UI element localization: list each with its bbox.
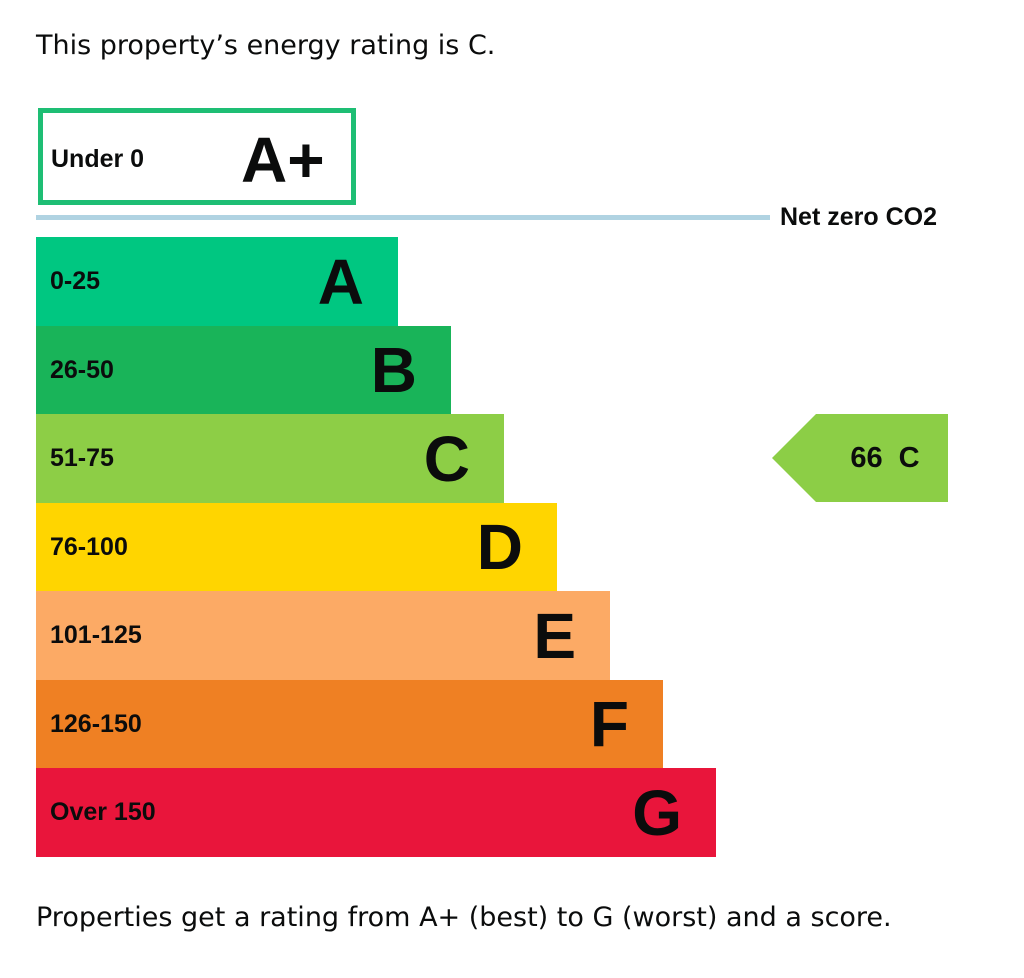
net-zero-label: Net zero CO2	[780, 203, 937, 231]
band-d-letter: D	[476, 511, 523, 583]
band-c: 51-75 C	[36, 414, 504, 503]
band-b: 26-50 B	[36, 325, 451, 415]
band-g: Over 150 G	[36, 768, 716, 857]
band-e-range: 101-125	[50, 621, 142, 649]
band-a: 0-25 A	[36, 237, 398, 326]
band-a-plus-letter: A+	[241, 124, 325, 196]
band-a-range: 0-25	[50, 267, 101, 295]
band-d-range: 76-100	[50, 532, 128, 561]
current-rating-letter: C	[898, 441, 920, 474]
band-a-plus: Under 0 A+	[38, 108, 356, 205]
band-g-letter: G	[632, 776, 682, 849]
current-rating-label: 66 C	[822, 414, 948, 502]
footer-text: Properties get a rating from A+ (best) t…	[36, 902, 892, 933]
band-f: 126-150 F	[36, 679, 663, 769]
band-f-range: 126-150	[50, 709, 142, 738]
current-rating-arrow-shape	[772, 414, 948, 502]
current-score: 66	[850, 441, 883, 474]
band-e: 101-125 E	[36, 591, 610, 680]
band-b-range: 26-50	[50, 355, 114, 384]
band-c-range: 51-75	[50, 444, 114, 472]
net-zero-line	[36, 215, 770, 220]
band-e-letter: E	[533, 599, 576, 672]
band-f-letter: F	[589, 688, 629, 760]
band-g-range: Over 150	[50, 798, 156, 826]
band-d: 76-100 D	[36, 502, 557, 592]
current-rating-arrow: 66 C	[772, 414, 948, 502]
band-a-plus-range: Under 0	[51, 145, 145, 173]
band-b-letter: B	[370, 334, 417, 406]
intro-text: This property’s energy rating is C.	[36, 30, 496, 61]
band-a-letter: A	[317, 245, 364, 318]
band-c-letter: C	[423, 422, 470, 495]
